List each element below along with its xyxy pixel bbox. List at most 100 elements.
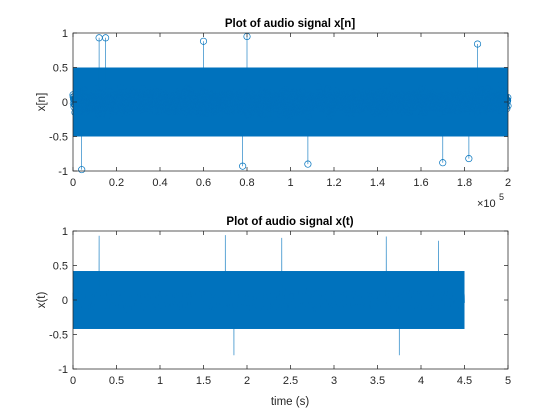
signal-marker bbox=[266, 115, 274, 123]
x-tick-label: 0.5 bbox=[109, 375, 124, 387]
signal-marker bbox=[184, 112, 192, 120]
signal-marker bbox=[465, 86, 473, 94]
signal-marker bbox=[458, 89, 467, 97]
signal-marker bbox=[239, 162, 247, 170]
signal-marker bbox=[474, 112, 482, 120]
signal-marker bbox=[74, 109, 82, 117]
ticks-bottom: 0 0.5 1 1.5 2 2.5 3 3.5 4 4.5 5 -1 -0.5 0 0.5 1 bbox=[49, 226, 511, 387]
y-tick-label: 0 bbox=[62, 97, 68, 109]
signal-marker bbox=[500, 88, 508, 96]
signal-marker bbox=[199, 37, 208, 45]
chart-title-bottom: Plot of audio signal x(t) bbox=[226, 216, 353, 228]
y-tick-label: 1 bbox=[62, 28, 68, 40]
signal-marker bbox=[117, 83, 125, 91]
x-tick-label: 0 bbox=[70, 375, 76, 387]
x-tick-label: 1.8 bbox=[457, 177, 472, 189]
signal-marker bbox=[285, 113, 293, 121]
signal-marker bbox=[502, 92, 510, 100]
x-tick-label: 2.5 bbox=[283, 375, 298, 387]
x-tick-label: 1.5 bbox=[196, 375, 211, 387]
signal-marker bbox=[352, 110, 360, 118]
signal-line bbox=[72, 235, 465, 356]
x-tick-label: 0 bbox=[70, 177, 76, 189]
axes-bottom: Plot of audio signal x(t) 0 0.5 1 1.5 2 2.5 3 3… bbox=[36, 216, 511, 408]
signal-marker bbox=[304, 160, 312, 168]
signal-marker bbox=[167, 93, 175, 101]
signal-marker bbox=[327, 109, 336, 117]
signal-marker bbox=[504, 96, 512, 104]
signal-marker bbox=[342, 114, 350, 122]
x-tick-label: 3.5 bbox=[370, 375, 385, 387]
y-tick-label: -1 bbox=[58, 364, 68, 376]
signal-marker bbox=[78, 166, 86, 174]
y-axis-label-bottom: x(t) bbox=[36, 292, 48, 309]
signal-marker bbox=[218, 111, 226, 119]
signal-marker bbox=[251, 110, 259, 118]
x-exponent-base: ×10 bbox=[477, 198, 496, 210]
signal-marker bbox=[325, 112, 333, 120]
y-axis-label-top: x[n] bbox=[36, 93, 48, 112]
signal-marker bbox=[209, 106, 217, 114]
signal-marker bbox=[435, 88, 443, 96]
x-tick-label: 0.4 bbox=[152, 177, 167, 189]
signal-marker bbox=[400, 108, 408, 116]
signal-marker bbox=[304, 112, 312, 120]
x-tick-label: 1 bbox=[287, 177, 293, 189]
signal-marker bbox=[259, 111, 267, 119]
signal-marker bbox=[290, 88, 298, 96]
signal-marker bbox=[252, 109, 260, 117]
y-tick-label: 1 bbox=[62, 226, 68, 238]
signal-marker bbox=[99, 83, 107, 91]
signal-marker bbox=[205, 90, 213, 98]
x-tick-label: 1.6 bbox=[413, 177, 428, 189]
signal-marker bbox=[174, 107, 182, 115]
signal-marker bbox=[276, 110, 284, 119]
signal-marker bbox=[380, 110, 388, 118]
signal-marker bbox=[496, 106, 504, 115]
x-tick-label: 1.2 bbox=[326, 177, 341, 189]
signal-marker bbox=[95, 109, 103, 117]
signal-marker bbox=[183, 84, 191, 92]
x-tick-label: 5 bbox=[505, 375, 511, 387]
x-exponent-power: 5 bbox=[499, 192, 504, 202]
signal-marker bbox=[144, 89, 152, 97]
signal-marker bbox=[416, 84, 424, 92]
signal-marker bbox=[417, 86, 425, 94]
signal-marker bbox=[245, 85, 253, 94]
x-tick-label: 0.2 bbox=[109, 177, 124, 189]
x-tick-label: 3 bbox=[331, 375, 337, 387]
signal-marker bbox=[216, 104, 224, 112]
y-tick-label: -0.5 bbox=[49, 330, 68, 342]
signal-marker bbox=[102, 34, 110, 42]
x-tick-label: 1 bbox=[157, 375, 163, 387]
signal-marker bbox=[326, 113, 334, 121]
signal-marker bbox=[499, 113, 507, 121]
x-tick-label: 4 bbox=[418, 375, 424, 387]
x-tick-label: 2 bbox=[244, 375, 250, 387]
signal-marker bbox=[199, 109, 207, 117]
axes-top: Plot of audio signal x[n] 0 0.2 0.4 0.6 0.8 1… bbox=[36, 18, 512, 210]
x-tick-label: 1.4 bbox=[370, 177, 385, 189]
x-tick-label: 2 bbox=[505, 177, 511, 189]
signal-marker bbox=[451, 86, 459, 94]
signal-marker bbox=[492, 107, 500, 115]
y-tick-label: 0.5 bbox=[53, 261, 68, 273]
y-tick-label: 0.5 bbox=[53, 63, 68, 75]
signal-marker bbox=[104, 112, 112, 120]
ticks-top: 0 0.2 0.4 0.6 0.8 1 1.2 1.4 1.6 1.8 2 -1 -0.5 0 0.5 1 bbox=[49, 28, 511, 189]
signal-marker bbox=[287, 110, 295, 118]
y-tick-label: -0.5 bbox=[49, 132, 68, 144]
signal-stem-markers bbox=[69, 32, 512, 174]
signal-marker bbox=[92, 84, 100, 93]
signal-marker bbox=[497, 81, 505, 89]
signal-marker bbox=[473, 40, 482, 48]
x-exponent-label: ×10 5 bbox=[477, 192, 504, 210]
x-tick-label: 0.8 bbox=[239, 177, 254, 189]
signal-marker bbox=[266, 90, 274, 98]
signal-marker bbox=[329, 81, 337, 89]
signal-marker bbox=[204, 110, 213, 118]
signal-marker bbox=[184, 89, 192, 98]
signal-marker bbox=[202, 110, 210, 118]
signal-marker bbox=[139, 84, 147, 92]
